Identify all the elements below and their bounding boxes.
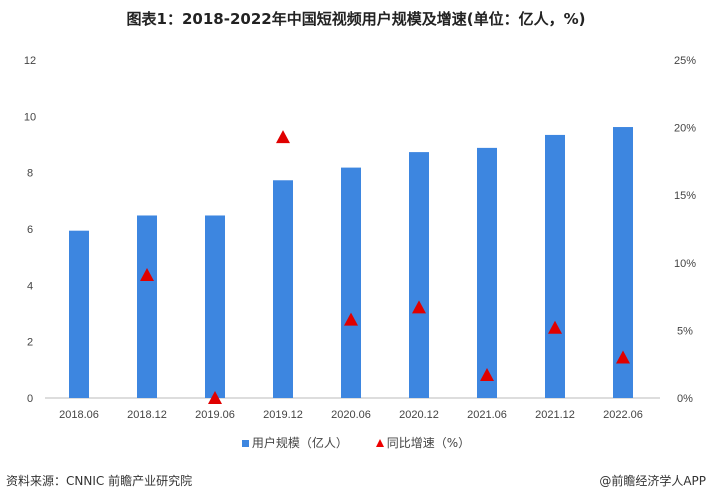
left-tick-label: 8 [27,168,33,180]
legend-label: 用户规模（亿人） [251,436,348,450]
chart-title: 图表1：2018-2022年中国短视频用户规模及增速(单位：亿人，%) [126,10,586,28]
growth-marker [480,368,494,382]
triangle-marker-icon [375,439,384,447]
right-tick-label: 0% [677,393,693,405]
x-tick-label: 2022.06 [603,409,643,421]
bar [205,215,225,398]
bar [137,215,157,398]
x-tick-label: 2021.12 [535,409,575,421]
left-tick-label: 10 [24,111,36,123]
growth-marker [344,312,358,326]
x-tick-label: 2020.06 [331,409,371,421]
legend-item-users: 用户规模（亿人） [241,436,348,450]
legend: 用户规模（亿人） 同比增速（%） [0,434,712,451]
bar [69,230,89,398]
left-tick-label: 4 [27,280,33,292]
growth-marker [548,320,562,334]
right-tick-label: 15% [674,190,696,202]
credit-note: @前瞻经济学人APP [599,474,706,488]
bar [545,134,565,398]
source-note: 资料来源：CNNIC 前瞻产业研究院 [6,474,193,488]
bar [477,147,497,398]
right-tick-label: 25% [674,55,696,67]
bar [273,180,293,398]
x-tick-label: 2018.12 [127,409,167,421]
left-tick-label: 6 [27,224,33,236]
left-tick-label: 0 [27,393,33,405]
left-tick-label: 2 [27,337,33,349]
x-tick-label: 2019.12 [263,409,303,421]
bar [409,152,429,398]
right-tick-label: 20% [674,123,696,135]
growth-marker [616,350,630,364]
growth-marker [140,267,154,281]
x-tick-label: 2018.06 [59,409,99,421]
growth-marker [208,391,222,404]
right-tick-label: 5% [677,325,693,337]
growth-marker [276,130,290,144]
x-tick-label: 2019.06 [195,409,235,421]
growth-marker [412,300,426,314]
right-tick-label: 10% [674,258,696,270]
bar [613,127,633,398]
bar-swatch-icon [241,440,249,447]
legend-item-growth: 同比增速（%） [375,436,471,450]
x-tick-label: 2020.12 [399,409,439,421]
legend-label: 同比增速（%） [386,436,471,450]
left-tick-label: 12 [24,55,36,67]
bar [341,167,361,398]
x-tick-label: 2021.06 [467,409,507,421]
